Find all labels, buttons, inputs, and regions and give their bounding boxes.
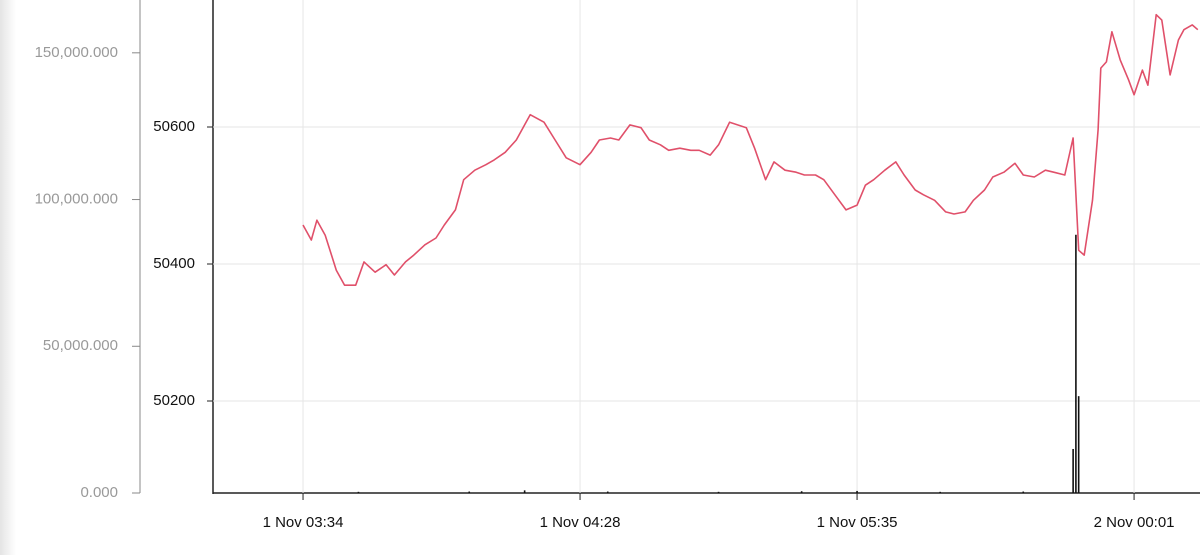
volume-bar xyxy=(1022,491,1025,493)
volume-bar xyxy=(800,491,803,493)
volume-bar xyxy=(1077,396,1080,493)
x-tick-label: 1 Nov 05:35 xyxy=(817,514,898,531)
x-tick-label: 1 Nov 03:34 xyxy=(263,514,344,531)
x-tick-label: 1 Nov 04:28 xyxy=(540,514,621,531)
volume-bar xyxy=(357,491,360,493)
y2-tick-label: 100,000.000 xyxy=(35,191,118,208)
volume-bar xyxy=(939,491,941,493)
y2-tick-label: 0.000 xyxy=(80,484,118,501)
price-line xyxy=(302,13,1199,286)
y2-tick-label: 50,000.000 xyxy=(43,337,118,354)
volume-bar xyxy=(606,491,609,493)
volume-bar xyxy=(468,491,471,493)
volume-bar xyxy=(523,490,526,493)
y-tick-label: 50600 xyxy=(153,118,195,135)
volume-bar xyxy=(1075,234,1077,493)
side-shade xyxy=(0,0,16,555)
volume-bar xyxy=(1072,448,1074,493)
y-tick-label: 50400 xyxy=(153,255,195,272)
x-tick-label: 2 Nov 00:01 xyxy=(1094,514,1175,531)
volume-bar xyxy=(856,490,858,493)
y2-tick-label: 150,000.000 xyxy=(35,44,118,61)
y-tick-label: 50200 xyxy=(153,392,195,409)
volume-bar xyxy=(717,491,720,493)
